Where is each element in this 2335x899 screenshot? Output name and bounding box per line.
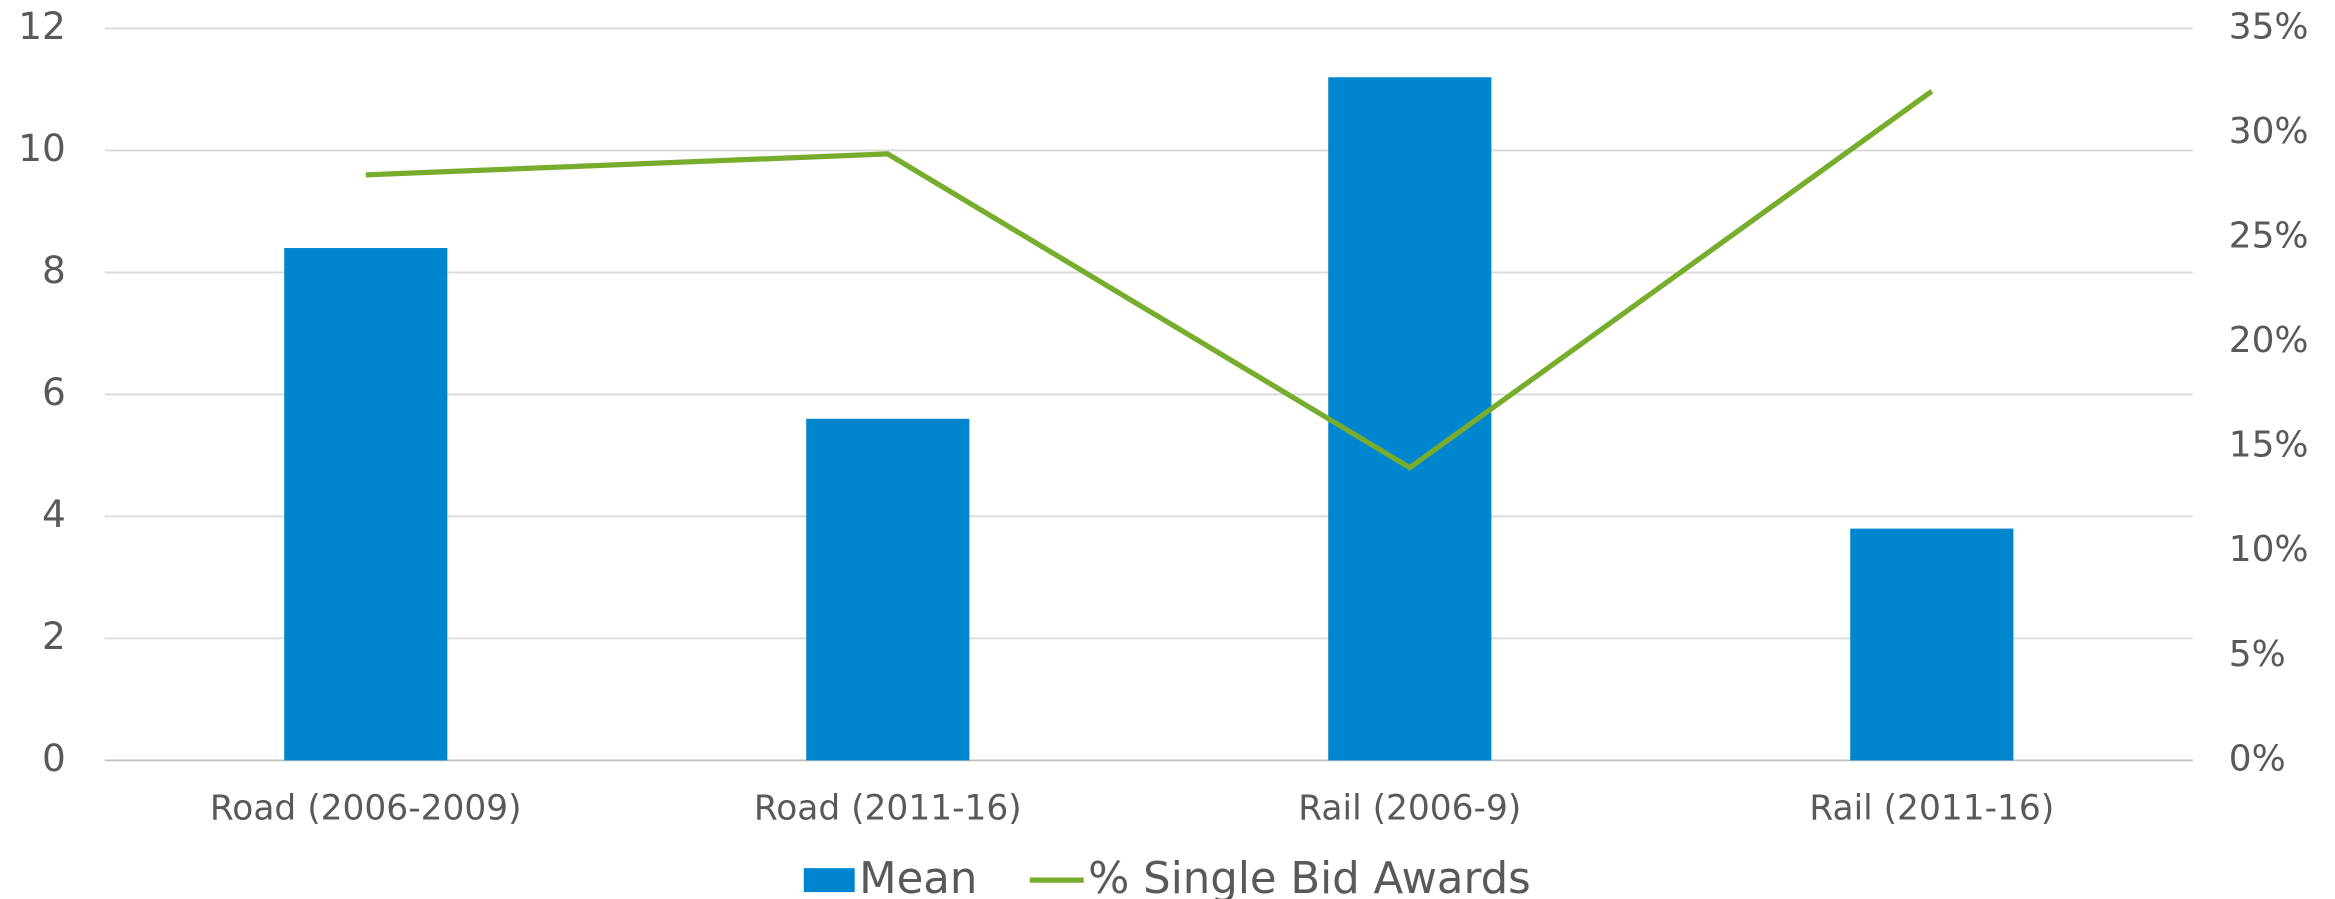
y-tick-label: 0: [42, 736, 66, 780]
x-tick-label: Rail (2006-9): [1298, 788, 1521, 828]
x-tick-label: Rail (2011-16): [1809, 788, 2054, 828]
legend-label: Mean: [859, 854, 977, 899]
y-tick-label: 2: [42, 614, 66, 658]
y-tick-label: 6: [42, 370, 66, 414]
y2-tick-label: 25%: [2229, 216, 2309, 257]
bar: [806, 418, 970, 761]
bar: [1850, 528, 2014, 761]
y2-tick-label: 10%: [2229, 529, 2309, 570]
y2-tick-label: 15%: [2229, 425, 2309, 466]
legend-label: % Single Bid Awards: [1088, 854, 1531, 899]
bar: [284, 248, 448, 761]
y-tick-label: 12: [18, 4, 66, 48]
legend-swatch: [803, 868, 855, 893]
y2-tick-label: 35%: [2229, 6, 2309, 47]
y-tick-label: 4: [42, 492, 66, 536]
y-tick-label: 8: [42, 248, 66, 292]
y2-tick-label: 0%: [2229, 738, 2286, 779]
line-series: [365, 89, 1934, 471]
y2-tick-label: 20%: [2229, 320, 2309, 361]
bar: [1328, 77, 1492, 761]
x-tick-label: Road (2006-2009): [210, 788, 522, 828]
y-tick-label: 10: [18, 126, 66, 170]
y2-tick-label: 5%: [2229, 634, 2286, 675]
x-tick-label: Road (2011-16): [754, 788, 1022, 828]
y2-tick-label: 30%: [2229, 111, 2309, 152]
